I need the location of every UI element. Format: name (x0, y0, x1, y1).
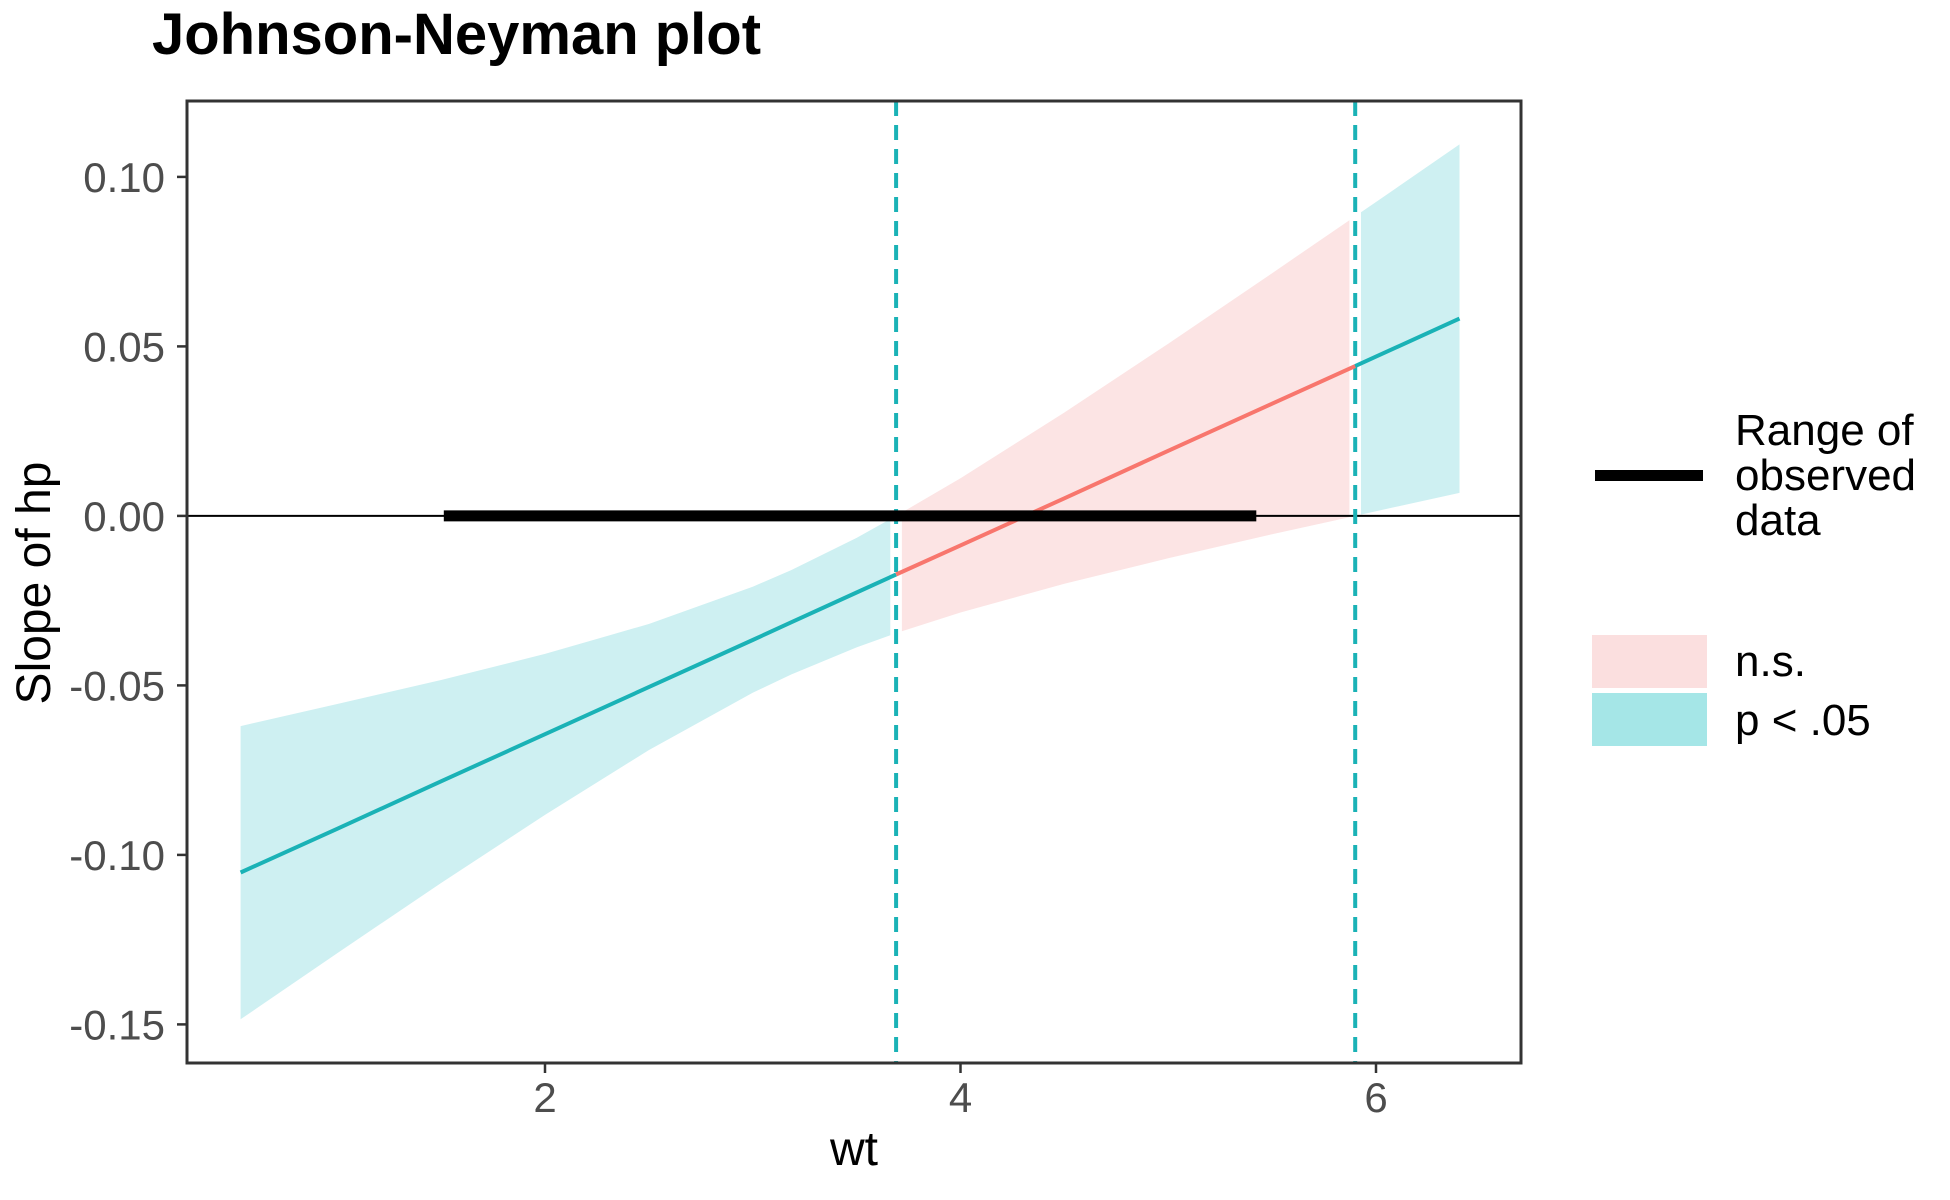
ci-ribbon-significant-right (1361, 144, 1460, 515)
y-tick-label: -0.15 (69, 1001, 165, 1048)
panel-border (185, 99, 1523, 1065)
y-tick-label: 0.10 (83, 154, 165, 201)
legend-key-range-line (1595, 470, 1703, 481)
y-axis-title: Slope of hp (8, 461, 61, 705)
y-tick-label: -0.05 (69, 662, 165, 709)
x-tick-label: 2 (533, 1074, 556, 1121)
y-tick-label: -0.10 (69, 832, 165, 879)
legend-label-ns: n.s. (1735, 637, 1806, 686)
legend-label-sig: p < .05 (1735, 696, 1871, 745)
ci-ribbon-ns (901, 220, 1350, 632)
slope-line-significant-left (239, 572, 897, 875)
legend-swatch-ns (1592, 635, 1707, 688)
legend-label-range: Range of observed data (1735, 406, 1917, 545)
legend-swatch-sig (1592, 693, 1707, 746)
y-tick-label: 0.00 (83, 493, 165, 540)
x-tick-label: 4 (949, 1074, 972, 1121)
x-tick-label: 6 (1364, 1074, 1387, 1121)
slope-line-ns (895, 364, 1357, 577)
ci-ribbon-significant-left (240, 519, 891, 1020)
x-axis-title: wt (830, 1123, 878, 1176)
y-tick-label: 0.05 (83, 323, 165, 370)
slope-line-significant-right (1354, 316, 1461, 368)
chart-title: Johnson-Neyman plot (152, 2, 762, 67)
